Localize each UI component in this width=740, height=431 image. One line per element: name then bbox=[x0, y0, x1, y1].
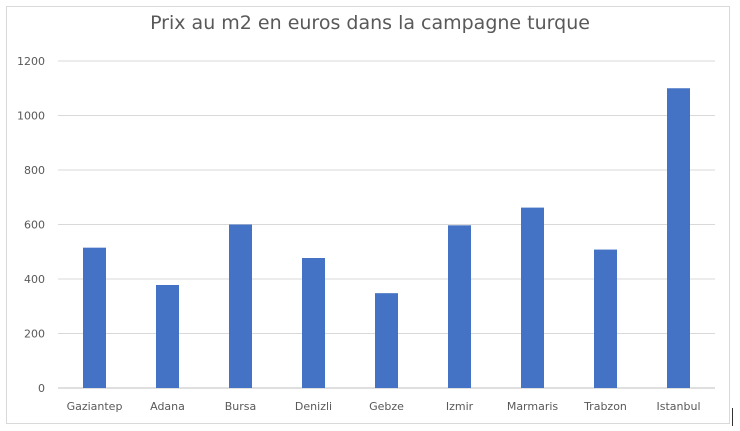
y-tick-label: 1000 bbox=[17, 110, 45, 123]
x-tick-label: Marmaris bbox=[507, 400, 559, 413]
bar-trabzon bbox=[594, 249, 617, 388]
bar-gaziantep bbox=[83, 247, 106, 388]
y-tick-label: 800 bbox=[24, 164, 45, 177]
x-tick-label: Gebze bbox=[369, 400, 404, 413]
x-axis-ticks: Gaziantep Adana Bursa Denizli Gebze Izmir Marm… bbox=[67, 400, 701, 413]
bar-adana bbox=[156, 284, 179, 388]
y-tick-label: 1200 bbox=[17, 55, 45, 68]
bar-denizli bbox=[302, 258, 325, 388]
x-tick-label: Istanbul bbox=[656, 400, 700, 413]
y-tick-label: 400 bbox=[24, 273, 45, 286]
x-tick-label: Trabzon bbox=[583, 400, 627, 413]
x-tick-label: Izmir bbox=[446, 400, 474, 413]
chart-title: Prix au m2 en euros dans la campagne tur… bbox=[150, 12, 590, 34]
bar-istanbul bbox=[667, 88, 690, 388]
y-tick-label: 0 bbox=[38, 382, 45, 395]
bar-gebze bbox=[375, 293, 398, 388]
bar-bursa bbox=[229, 224, 252, 388]
bar-marmaris bbox=[521, 207, 544, 388]
bar-izmir bbox=[448, 225, 471, 388]
y-axis-ticks: 0 200 400 600 800 1000 1200 bbox=[17, 55, 45, 395]
y-tick-label: 200 bbox=[24, 328, 45, 341]
x-tick-label: Bursa bbox=[225, 400, 257, 413]
x-tick-label: Denizli bbox=[295, 400, 332, 413]
x-tick-label: Adana bbox=[150, 400, 185, 413]
y-tick-label: 600 bbox=[24, 219, 45, 232]
bars bbox=[83, 88, 690, 388]
text-cursor bbox=[732, 408, 733, 426]
x-tick-label: Gaziantep bbox=[67, 400, 123, 413]
